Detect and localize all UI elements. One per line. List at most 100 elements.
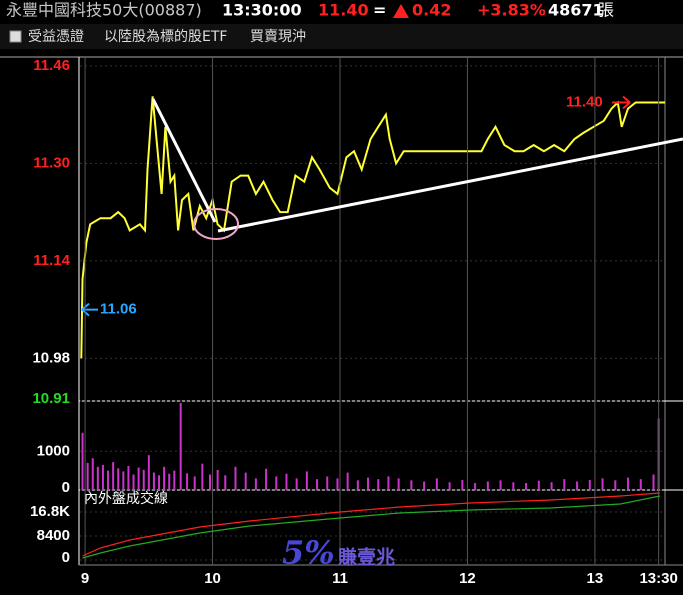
y-tick-label: 11.46 — [33, 57, 70, 74]
time: 13:30:00 — [222, 1, 302, 20]
highlight-circle — [193, 208, 239, 240]
volume-bar — [152, 472, 155, 490]
x-tick-label: 13 — [587, 570, 604, 587]
annotation-label: 11.06 — [100, 301, 137, 318]
volume-bar — [474, 483, 477, 490]
trend-line — [151, 98, 217, 223]
volume-bar — [234, 466, 237, 490]
volume-bar — [377, 479, 380, 490]
volume-bar — [137, 467, 140, 490]
volume-bar — [147, 455, 150, 490]
checkbox[interactable] — [9, 30, 22, 43]
volume-bar — [576, 481, 579, 490]
y-tick-label: 10.98 — [32, 349, 70, 366]
tag: 受益憑證 — [28, 28, 84, 45]
x-tick-label: 10 — [204, 570, 221, 587]
y-tick-label: 8400 — [37, 527, 70, 544]
volume-bar — [550, 482, 553, 490]
volume-bar — [367, 477, 370, 490]
volume-bar — [158, 475, 161, 490]
annotation: 11.40 — [566, 93, 631, 110]
x-tick-label: 13:30 — [639, 570, 677, 587]
volume-bar — [588, 479, 591, 490]
volume-bar — [81, 432, 84, 490]
price-line — [82, 495, 661, 559]
annotation-label: 11.40 — [566, 93, 603, 110]
volume-bar — [101, 464, 104, 490]
y-tick-label: 11.30 — [33, 154, 70, 171]
flag: = — [373, 1, 386, 20]
volume-bar — [132, 474, 135, 490]
volume-bar — [387, 476, 390, 490]
volume-bar — [423, 481, 426, 490]
y-tick-label: 1000 — [37, 442, 70, 459]
watermark: 5% — [282, 534, 335, 572]
volume-bar — [486, 481, 489, 490]
volume-bar — [163, 466, 166, 490]
volume-bar — [91, 458, 94, 490]
volume-bar — [627, 477, 630, 490]
volume-bar — [397, 478, 400, 490]
up-triangle — [393, 4, 409, 18]
volume-bar — [435, 478, 438, 490]
volume-bar — [209, 474, 211, 490]
y-tick-label: 0 — [62, 549, 70, 566]
volume-bar — [537, 480, 540, 490]
volume-bar — [112, 462, 115, 490]
volume-bar — [127, 466, 130, 490]
volume-bar — [224, 475, 227, 490]
y-tick-label: 10.91 — [32, 390, 70, 407]
unit: 張 — [598, 1, 614, 20]
tag: 以陸股為標的股ETF — [104, 29, 227, 45]
volume-bar — [295, 478, 298, 490]
price: 11.40 — [318, 1, 369, 20]
change-pct: +3.83% — [477, 1, 546, 20]
x-tick-label: 12 — [459, 570, 476, 587]
volume-bar — [142, 469, 145, 490]
volume-bar — [216, 469, 219, 490]
change: 0.42 — [412, 1, 451, 20]
stock-name: 永豐中國科技50大(00887) — [6, 1, 202, 20]
panel-title: 內外盤成交線 — [84, 490, 168, 507]
volume-bar — [461, 479, 464, 490]
arrow — [612, 95, 631, 110]
volume: 48671 — [548, 1, 604, 20]
volume-bar — [525, 483, 528, 490]
volume-bar — [186, 473, 189, 490]
y-tick-label: 16.8K — [30, 503, 70, 520]
subheader-bar — [0, 24, 683, 49]
volume-bar — [652, 474, 655, 490]
tag: 買賣現沖 — [250, 29, 306, 45]
price-line — [82, 492, 660, 557]
volume-bar — [448, 482, 451, 490]
volume-bar — [346, 472, 349, 490]
volume-bar — [86, 462, 89, 490]
watermark: 賺壹兆 — [338, 546, 395, 569]
volume-bar — [117, 468, 120, 490]
volume-bar — [305, 471, 308, 490]
trend-line — [217, 137, 683, 233]
x-tick-label: 9 — [81, 570, 89, 587]
volume-bar — [173, 470, 176, 490]
volume-bar — [107, 470, 110, 490]
volume-bar — [179, 402, 182, 490]
volume-bar — [410, 480, 413, 490]
volume-bar — [168, 473, 171, 490]
volume-bar — [563, 479, 566, 490]
volume-bar — [285, 473, 288, 490]
x-tick-label: 11 — [332, 570, 348, 587]
volume-bar — [265, 468, 268, 490]
volume-bar — [356, 480, 359, 490]
volume-bar — [96, 466, 99, 490]
volume-bar — [193, 476, 196, 490]
volume-bar — [201, 463, 204, 490]
volume-bar — [499, 480, 502, 490]
volume-bar — [336, 478, 339, 490]
volume-bar — [122, 471, 125, 490]
price-line — [80, 96, 665, 359]
volume-bar — [244, 472, 247, 490]
volume-bar — [639, 479, 642, 490]
y-tick-label: 11.14 — [33, 252, 70, 269]
